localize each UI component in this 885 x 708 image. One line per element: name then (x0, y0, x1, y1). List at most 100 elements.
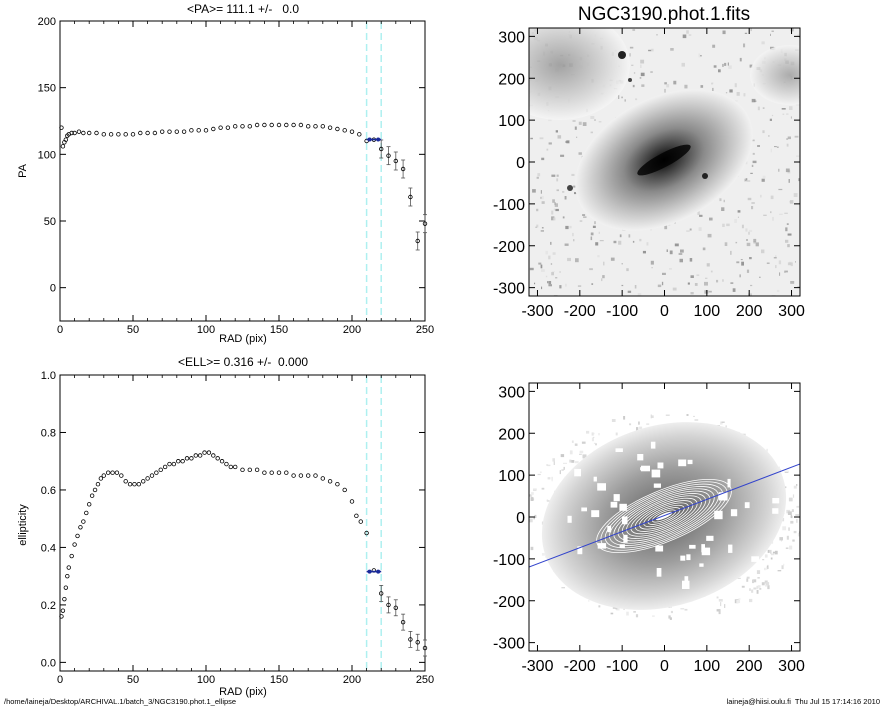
data-point (349, 129, 355, 134)
pa-markers (365, 22, 382, 320)
data-point (393, 158, 398, 164)
data-point (86, 130, 92, 136)
image-y-tick-label: -200 (493, 239, 525, 256)
image-y-tick-label: -100 (493, 197, 525, 214)
data-point (357, 132, 362, 137)
image-x-tick-label: -100 (606, 303, 638, 320)
data-point (78, 525, 83, 530)
data-point (116, 132, 121, 137)
data-point (89, 493, 95, 498)
data-point (63, 585, 69, 590)
image-x-tick-label: 0 (660, 303, 669, 320)
data-point (313, 124, 318, 129)
data-point (81, 130, 86, 136)
image-x-tick-label: -100 (606, 658, 638, 675)
mean-point (367, 569, 372, 574)
pa-panel: <PA>= 111.1 +/- 0.0 0 50 100 150 200 250 0 50 1… (17, 2, 434, 345)
pa-mean-segment (366, 137, 382, 142)
image-y-tick-label: 200 (498, 71, 525, 88)
ell-markers (365, 376, 382, 670)
pa-direction-line (529, 463, 800, 568)
data-point (400, 166, 406, 172)
image-y-ticks: -300 -200 -100 0 100 200 300 (493, 29, 800, 298)
data-point (162, 464, 168, 470)
x-tick-label: 100 (197, 324, 215, 336)
image-x-tick-label: -200 (564, 658, 596, 675)
data-point (196, 128, 201, 133)
image-x-tick-label: 100 (693, 303, 720, 320)
data-point (180, 459, 185, 464)
data-point (114, 470, 120, 475)
data-point (127, 482, 133, 487)
y-tick-label: 0.8 (41, 427, 56, 439)
pa-title: <PA>= 111.1 +/- 0.0 (187, 2, 299, 16)
pa-y-ticks: 0 50 100 150 200 (38, 16, 425, 295)
data-point (174, 129, 179, 134)
data-point (101, 473, 106, 478)
image-y-tick-label: -300 (493, 281, 525, 298)
contour-y-ticks: -300 -200 -100 0 100 200 300 (493, 384, 800, 653)
pa-x-ticks: 0 50 100 150 200 250 (57, 21, 434, 336)
footer-path: /home/laineja/Desktop/ARCHIVAL.1/batch_3… (4, 697, 236, 706)
data-point (232, 124, 238, 129)
data-point (130, 132, 136, 137)
data-point (159, 129, 165, 134)
data-point (298, 473, 304, 478)
data-point (60, 608, 66, 613)
x-tick-label: 150 (270, 324, 288, 336)
data-point (92, 487, 98, 493)
data-point (364, 530, 369, 536)
data-point (59, 125, 64, 130)
image-x-tick-label: 300 (778, 658, 805, 675)
x-tick-label: 100 (197, 674, 215, 686)
ell-y-ticks: 0.0 0.2 0.4 0.6 0.8 1.0 (41, 370, 425, 669)
data-point (110, 470, 115, 475)
data-point (240, 124, 245, 129)
data-point (95, 482, 101, 487)
data-point (247, 467, 252, 473)
isophote-contour (630, 497, 698, 535)
data-point (306, 124, 311, 129)
ell-y-axis-label: ellipticity (17, 504, 29, 546)
data-point (141, 479, 146, 484)
ell-x-ticks: 0 50 100 150 200 250 (57, 375, 434, 686)
isophote-contour (621, 493, 707, 539)
isophote-contour (596, 478, 732, 554)
data-point (306, 473, 311, 478)
data-point (154, 470, 159, 475)
image-y-tick-label: 300 (498, 29, 525, 46)
isophote-contour (600, 481, 728, 551)
data-point (215, 456, 220, 461)
isophote-contour (604, 483, 724, 549)
data-point (203, 128, 209, 133)
y-tick-label: 50 (44, 216, 56, 228)
mean-point (367, 137, 372, 142)
isophote-contour (609, 486, 719, 546)
data-point (240, 467, 245, 473)
y-tick-label: 0.2 (41, 600, 56, 612)
x-tick-label: 50 (127, 324, 139, 336)
mean-point (376, 137, 381, 142)
data-point (123, 132, 128, 137)
image-panel: NGC3190.phot.1.fits -300 -200 -100 0 100 200 3… (493, 4, 805, 320)
ell-panel: <ELL>= 0.316 +/- 0.000 0 50 100 150 200 250 0… (17, 355, 434, 698)
data-point (379, 591, 384, 596)
data-point (349, 499, 355, 504)
image-y-tick-label: -300 (493, 636, 525, 653)
data-point (422, 221, 428, 226)
data-point (313, 473, 318, 478)
data-point (354, 513, 359, 519)
data-point (342, 487, 347, 493)
data-point (59, 614, 64, 619)
data-point (415, 640, 420, 645)
data-point (247, 124, 252, 129)
image-y-tick-label: 300 (498, 384, 525, 401)
data-point (320, 476, 325, 481)
y-tick-label: 0.0 (41, 657, 56, 669)
galaxy-image (529, 28, 800, 296)
data-point (211, 453, 216, 458)
data-point (76, 129, 82, 134)
data-point (415, 238, 420, 244)
data-point (342, 128, 347, 133)
isophote-contour (617, 490, 711, 542)
